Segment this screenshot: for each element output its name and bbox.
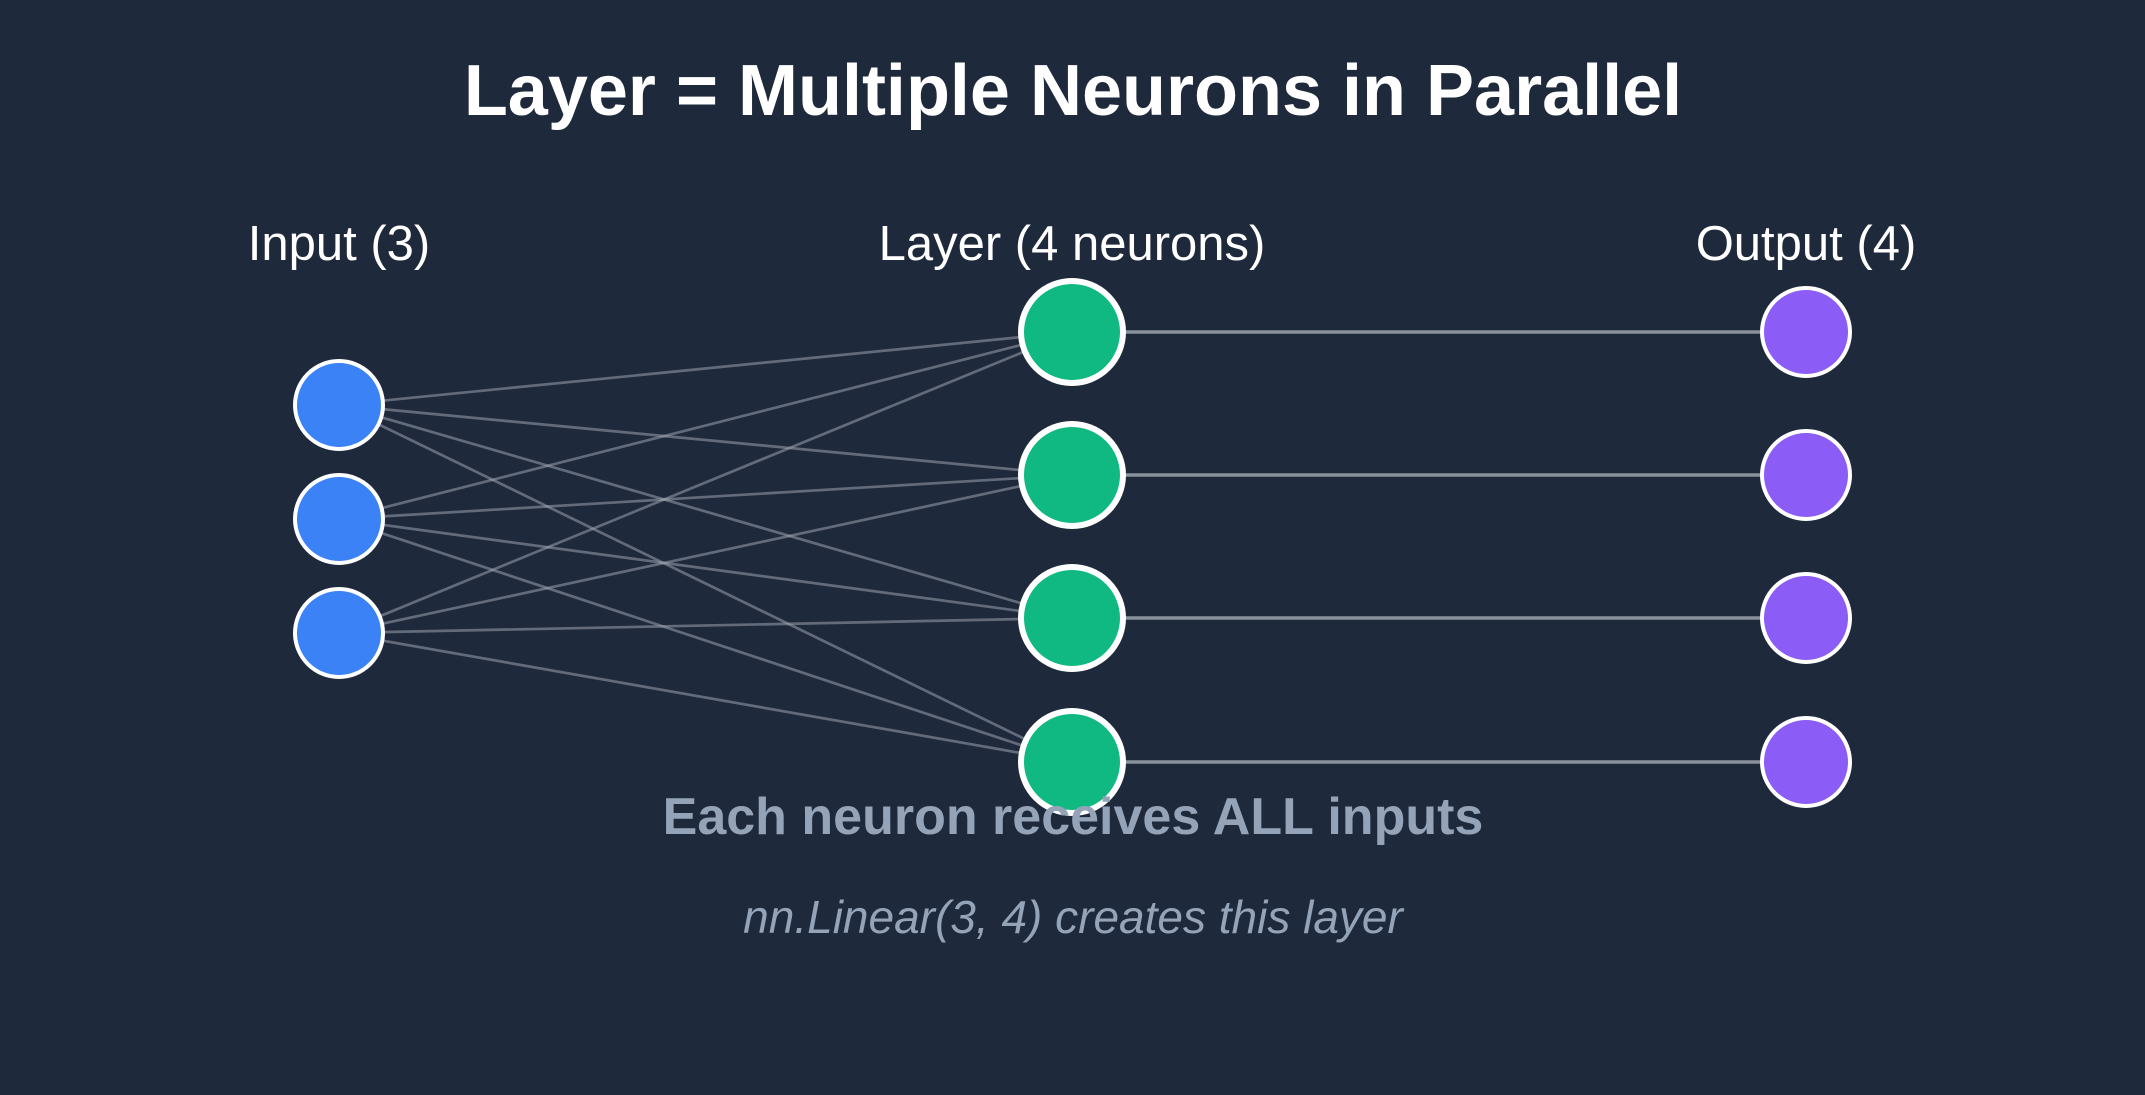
connection-input-2-to-neuron-2 bbox=[338, 473, 1073, 521]
connection-input-1-to-neuron-2 bbox=[338, 403, 1073, 477]
input-node-1 bbox=[293, 359, 385, 451]
diagram-title: Layer = Multiple Neurons in Parallel bbox=[464, 51, 1682, 131]
input-node-3 bbox=[293, 587, 385, 679]
input-node-2 bbox=[293, 473, 385, 565]
connection-input-3-to-neuron-2 bbox=[338, 473, 1073, 635]
connection-input-3-to-neuron-3 bbox=[338, 616, 1073, 635]
layer-neuron-3 bbox=[1018, 564, 1126, 672]
connection-input-1-to-neuron-1 bbox=[338, 330, 1073, 407]
connection-input-1-to-neuron-4 bbox=[338, 403, 1073, 764]
output-node-2 bbox=[1760, 429, 1852, 521]
layer-neuron-2 bbox=[1018, 421, 1126, 529]
layer-neuron-1 bbox=[1018, 278, 1126, 386]
subcaption: nn.Linear(3, 4) creates this layer bbox=[743, 891, 1404, 943]
connection-input-2-to-neuron-1 bbox=[338, 330, 1073, 521]
output-node-1 bbox=[1760, 286, 1852, 378]
connection-input-3-to-neuron-4 bbox=[338, 631, 1073, 764]
caption: Each neuron receives ALL inputs bbox=[663, 788, 1484, 846]
connection-input-3-to-neuron-1 bbox=[338, 330, 1073, 635]
output-connections bbox=[1072, 330, 1806, 764]
input-column-label: Input (3) bbox=[248, 217, 430, 271]
neuron-nodes bbox=[293, 278, 1852, 816]
layer-column-label: Layer (4 neurons) bbox=[879, 217, 1266, 271]
connection-input-2-to-neuron-3 bbox=[338, 517, 1073, 620]
output-column-label: Output (4) bbox=[1696, 217, 1917, 271]
connection-input-1-to-neuron-3 bbox=[338, 403, 1073, 620]
output-node-4 bbox=[1760, 716, 1852, 808]
layer-neuron-4 bbox=[1018, 708, 1126, 816]
full-connections bbox=[338, 330, 1073, 764]
output-node-3 bbox=[1760, 572, 1852, 664]
connection-input-2-to-neuron-4 bbox=[338, 517, 1073, 764]
